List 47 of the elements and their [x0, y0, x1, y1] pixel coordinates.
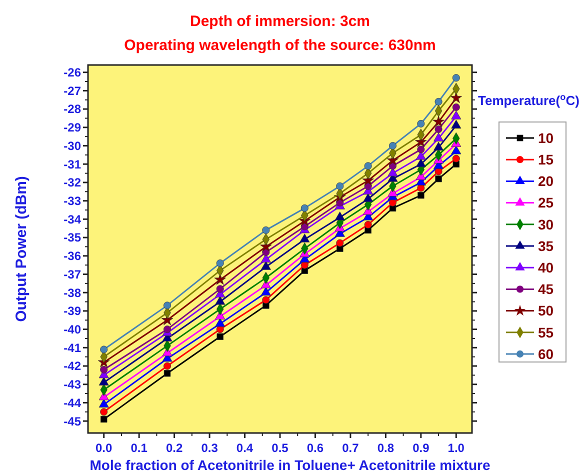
y-tick-label: -30 — [64, 138, 82, 153]
y-tick-label: -37 — [64, 267, 82, 282]
y-tick-label: -26 — [64, 66, 82, 80]
legend-label: 25 — [538, 194, 554, 211]
y-tick-label: -39 — [64, 304, 82, 318]
x-tick-label: 0.1 — [130, 441, 148, 455]
legend-label: 15 — [538, 152, 554, 168]
y-tick-label: -41 — [64, 340, 82, 355]
chart-title: Depth of immersion: 3cm — [190, 13, 370, 30]
x-tick-label: 0.2 — [166, 441, 183, 455]
y-tick-label: -27 — [64, 84, 82, 98]
y-tick-label: -36 — [64, 249, 82, 264]
y-tick-label: -29 — [64, 120, 82, 135]
legend-label: 45 — [538, 281, 554, 298]
legend-label: 35 — [538, 238, 554, 254]
x-tick-label: 0.9 — [412, 441, 430, 455]
y-tick-label: -43 — [64, 378, 82, 392]
x-tick-label: 0.4 — [236, 441, 254, 455]
y-tick-label: -32 — [64, 176, 82, 190]
x-tick-label: 0.0 — [96, 441, 113, 455]
y-tick-label: -28 — [64, 102, 82, 116]
x-tick-label: 1.0 — [448, 441, 465, 455]
legend-label: 60 — [538, 346, 554, 362]
legend-label: 50 — [538, 302, 554, 319]
y-tick-label: -34 — [64, 212, 82, 226]
x-tick-label: 0.7 — [342, 441, 360, 455]
y-tick-label: -33 — [64, 194, 82, 208]
y-tick-label: -35 — [64, 230, 82, 245]
legend-title: Temperature($^{o}$C) — [478, 92, 580, 108]
y-tick-label: -38 — [64, 286, 82, 300]
chart-subtitle: Operating wavelength of the source: 630nm — [124, 37, 436, 54]
y-tick-label: -44 — [64, 396, 82, 410]
x-tick-label: 0.3 — [201, 441, 218, 455]
x-tick-label: 0.6 — [306, 441, 324, 455]
legend-label: 20 — [538, 173, 554, 190]
x-axis-title: Mole fraction of Acetonitrile in Toluene+ Acetonitrile mixture — [90, 457, 490, 473]
y-tick-label: -45 — [64, 414, 82, 428]
y-axis-title: Output Power (dBm) — [13, 176, 30, 322]
x-tick-label: 0.8 — [377, 441, 394, 455]
y-tick-label: -42 — [64, 359, 82, 374]
y-tick-label: -40 — [64, 322, 82, 336]
legend-label: 40 — [538, 260, 554, 276]
legend-label: 30 — [538, 216, 554, 232]
x-tick-label: 0.5 — [272, 441, 289, 455]
legend-label: 55 — [538, 324, 554, 340]
y-tick-label: -31 — [64, 157, 82, 172]
legend-label: 10 — [538, 130, 554, 146]
